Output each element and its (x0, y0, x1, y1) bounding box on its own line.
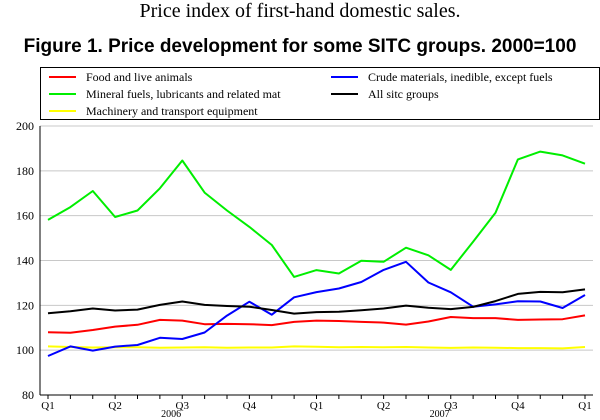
x-tick-label: Q2 (108, 400, 121, 412)
x-tick-label: Q1 (578, 400, 591, 412)
chart-legend: Food and live animals Crude materials, i… (40, 67, 600, 120)
series-line-all (47, 288, 586, 315)
y-tick-label: 140 (16, 254, 34, 268)
legend-swatch-crude (331, 76, 358, 78)
series-line-crude (47, 260, 586, 357)
legend-label-mineral: Mineral fuels, lubricants and related ma… (86, 87, 281, 101)
legend-swatch-all (331, 93, 358, 95)
legend-label-all: All sitc groups (368, 87, 439, 101)
x-tick-label: Q2 (377, 400, 390, 412)
y-tick-label: 100 (16, 343, 34, 357)
y-tick-label: 80 (22, 388, 34, 402)
x-tick-label: Q4 (511, 400, 525, 412)
figure-title: Figure 1. Price development for some SIT… (23, 36, 577, 57)
x-year-label: 2007 (430, 409, 450, 420)
grid-layer (40, 125, 593, 351)
legend-label-machinery: Machinery and transport equipment (86, 104, 258, 118)
y-tick-label: 200 (16, 119, 34, 133)
legend-swatch-mineral (49, 93, 76, 95)
page-title: Price index of first-hand domestic sales… (139, 0, 461, 22)
axis-layer: 80 100 120 140 160 180 200 Q1 Q2 Q3 Q4 Q1 Q2 Q3 Q4 Q1 20… (16, 119, 593, 420)
series-line-mineral (47, 150, 586, 278)
y-tick-label: 180 (16, 164, 34, 178)
x-tick-label: Q1 (310, 400, 323, 412)
x-tick-label: Q3 (444, 400, 458, 412)
legend-swatch-machinery (49, 110, 76, 112)
legend-label-crude: Crude materials, inedible, except fuels (368, 70, 553, 84)
x-year-label: 2006 (161, 409, 181, 420)
legend-label-food: Food and live animals (86, 70, 193, 84)
y-tick-label: 160 (16, 209, 34, 223)
x-tick-label: Q1 (41, 400, 54, 412)
legend-swatch-food (49, 76, 76, 78)
y-tick-label: 120 (16, 298, 34, 312)
series-line-machinery (47, 345, 586, 350)
series-line-food (47, 314, 586, 334)
x-tick-label: Q4 (243, 400, 257, 412)
series-layer (47, 150, 586, 357)
x-tick-label: Q3 (176, 400, 190, 412)
